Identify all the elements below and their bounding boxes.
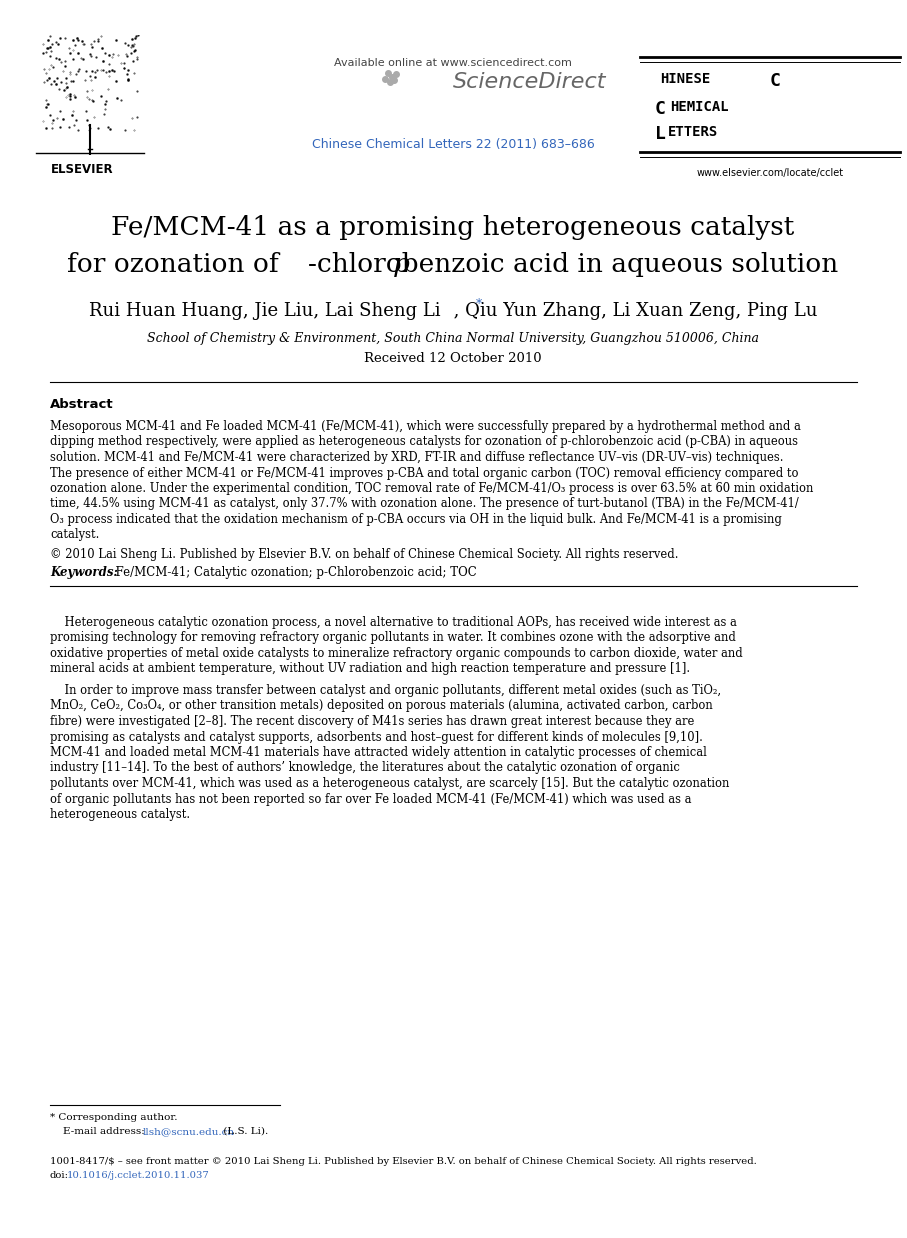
Text: p: p xyxy=(393,253,410,277)
Text: School of Chemistry & Environment, South China Normal University, Guangzhou 5100: School of Chemistry & Environment, South… xyxy=(147,332,759,345)
Text: Heterogeneous catalytic ozonation process, a novel alternative to traditional AO: Heterogeneous catalytic ozonation proces… xyxy=(50,617,736,629)
Text: for ozonation of     -chlorobenzoic acid in aqueous solution: for ozonation of -chlorobenzoic acid in … xyxy=(67,253,839,277)
Text: The presence of either MCM-41 or Fe/MCM-41 improves p-CBA and total organic carb: The presence of either MCM-41 or Fe/MCM-… xyxy=(50,467,798,479)
Text: 1001-8417/$ – see front matter © 2010 Lai Sheng Li. Published by Elsevier B.V. o: 1001-8417/$ – see front matter © 2010 La… xyxy=(50,1158,756,1166)
Text: ScienceDirect: ScienceDirect xyxy=(453,72,607,92)
Text: pollutants over MCM-41, which was used as a heterogeneous catalyst, are scarcely: pollutants over MCM-41, which was used a… xyxy=(50,777,729,790)
Text: solution. MCM-41 and Fe/MCM-41 were characterized by XRD, FT-IR and diffuse refl: solution. MCM-41 and Fe/MCM-41 were char… xyxy=(50,451,784,464)
Text: llsh@scnu.edu.cn: llsh@scnu.edu.cn xyxy=(143,1127,235,1136)
Text: (L.S. Li).: (L.S. Li). xyxy=(220,1127,268,1136)
Text: ozonation alone. Under the experimental condition, TOC removal rate of Fe/MCM-41: ozonation alone. Under the experimental … xyxy=(50,482,814,495)
Text: 10.1016/j.cclet.2010.11.037: 10.1016/j.cclet.2010.11.037 xyxy=(67,1171,210,1180)
Text: Keywords:: Keywords: xyxy=(50,566,118,579)
Text: heterogeneous catalyst.: heterogeneous catalyst. xyxy=(50,808,190,821)
Text: C: C xyxy=(770,72,781,90)
Text: dipping method respectively, were applied as heterogeneous catalysts for ozonati: dipping method respectively, were applie… xyxy=(50,436,798,448)
Text: In order to improve mass transfer between catalyst and organic pollutants, diffe: In order to improve mass transfer betwee… xyxy=(50,685,721,697)
Text: HINESE: HINESE xyxy=(660,72,710,85)
Text: C: C xyxy=(655,100,666,118)
Text: Chinese Chemical Letters 22 (2011) 683–686: Chinese Chemical Letters 22 (2011) 683–6… xyxy=(312,137,594,151)
Text: catalyst.: catalyst. xyxy=(50,529,100,541)
Text: Abstract: Abstract xyxy=(50,397,113,411)
Text: © 2010 Lai Sheng Li. Published by Elsevier B.V. on behalf of Chinese Chemical So: © 2010 Lai Sheng Li. Published by Elsevi… xyxy=(50,548,678,561)
Text: * Corresponding author.: * Corresponding author. xyxy=(50,1113,178,1122)
Text: MnO₂, CeO₂, Co₃O₄, or other transition metals) deposited on porous materials (al: MnO₂, CeO₂, Co₃O₄, or other transition m… xyxy=(50,699,713,713)
Text: of organic pollutants has not been reported so far over Fe loaded MCM-41 (Fe/MCM: of organic pollutants has not been repor… xyxy=(50,792,691,806)
Text: time, 44.5% using MCM-41 as catalyst, only 37.7% with ozonation alone. The prese: time, 44.5% using MCM-41 as catalyst, on… xyxy=(50,498,799,510)
Text: doi:: doi: xyxy=(50,1171,69,1180)
Text: O₃ process indicated that the oxidation mechanism of p-CBA occurs via OH in the : O₃ process indicated that the oxidation … xyxy=(50,513,782,526)
Text: E-mail address:: E-mail address: xyxy=(63,1127,148,1136)
Text: oxidative properties of metal oxide catalysts to mineralize refractory organic c: oxidative properties of metal oxide cata… xyxy=(50,647,743,660)
Text: promising technology for removing refractory organic pollutants in water. It com: promising technology for removing refrac… xyxy=(50,631,736,645)
Text: Mesoporous MCM-41 and Fe loaded MCM-41 (Fe/MCM-41), which were successfully prep: Mesoporous MCM-41 and Fe loaded MCM-41 (… xyxy=(50,420,801,433)
Text: ELSEVIER: ELSEVIER xyxy=(51,163,113,176)
Text: industry [11–14]. To the best of authors’ knowledge, the literatures about the c: industry [11–14]. To the best of authors… xyxy=(50,761,680,775)
Text: mineral acids at ambient temperature, without UV radiation and high reaction tem: mineral acids at ambient temperature, wi… xyxy=(50,662,690,676)
Text: fibre) were investigated [2–8]. The recent discovery of M41s series has drawn gr: fibre) were investigated [2–8]. The rece… xyxy=(50,716,695,728)
Text: L: L xyxy=(655,125,666,144)
Text: www.elsevier.com/locate/cclet: www.elsevier.com/locate/cclet xyxy=(697,168,844,178)
Text: Available online at www.sciencedirect.com: Available online at www.sciencedirect.co… xyxy=(334,58,572,68)
Text: ETTERS: ETTERS xyxy=(668,125,718,139)
Text: MCM-41 and loaded metal MCM-41 materials have attracted widely attention in cata: MCM-41 and loaded metal MCM-41 materials… xyxy=(50,747,707,759)
Text: Received 12 October 2010: Received 12 October 2010 xyxy=(365,352,541,365)
Text: Rui Huan Huang, Jie Liu, Lai Sheng Li   , Qiu Yun Zhang, Li Xuan Zeng, Ping Lu: Rui Huan Huang, Jie Liu, Lai Sheng Li , … xyxy=(89,302,817,319)
Text: Fe/MCM-41; Catalytic ozonation; p-Chlorobenzoic acid; TOC: Fe/MCM-41; Catalytic ozonation; p-Chloro… xyxy=(108,566,477,579)
Text: Fe/MCM-41 as a promising heterogeneous catalyst: Fe/MCM-41 as a promising heterogeneous c… xyxy=(112,215,795,240)
Text: *: * xyxy=(476,298,483,311)
Text: HEMICAL: HEMICAL xyxy=(670,100,728,114)
Text: promising as catalysts and catalyst supports, adsorbents and host–guest for diff: promising as catalysts and catalyst supp… xyxy=(50,730,703,744)
